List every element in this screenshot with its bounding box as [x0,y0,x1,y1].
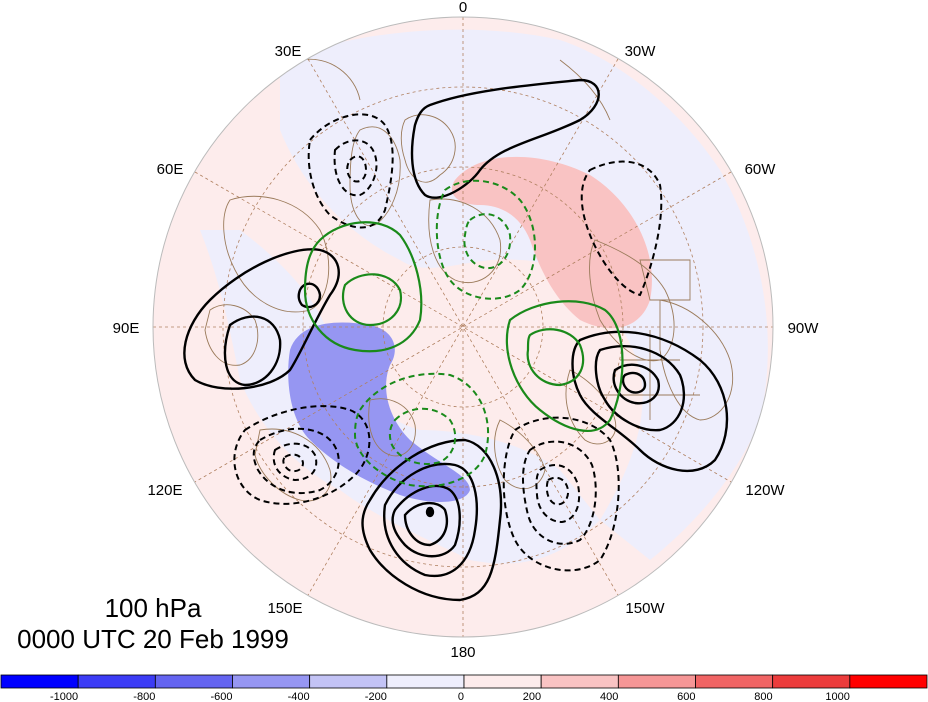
colorbar-boxes [0,674,928,689]
colorbar-tick-label: -600 [210,691,232,702]
graticule [153,17,773,637]
coastlines [204,58,734,502]
colorbar-box [463,674,542,689]
blue-low-anomaly [288,322,470,502]
colorbar-box [77,674,156,689]
lon-label-120w: 120W [745,482,785,499]
colorbar-tick-label: -400 [288,691,310,702]
colorbar-box [386,674,465,689]
colorbar-tick-label: 1000 [825,691,849,702]
lon-label-30w: 30W [625,43,657,60]
lon-label-120e: 120E [147,482,182,499]
lon-label-90e: 90E [113,320,140,337]
colorbar-tick-label: 600 [677,691,695,702]
positive-black-contours [183,78,729,602]
colorbar-tick-label: 400 [600,691,618,702]
lon-label-0: 0 [459,0,467,16]
colorbar-tick-label: -1000 [50,691,78,702]
lon-label-150e: 150E [267,600,302,617]
lon-label-60e: 60E [157,161,184,178]
colorbar-box [617,674,696,689]
map-boundary [152,16,774,638]
positive-green-contours [303,221,624,432]
colorbar-box [849,674,928,689]
colorbar-tick-label: 0 [458,691,464,702]
negative-black-contours [233,113,663,572]
colorbar-box [232,674,311,689]
colorbar-box [695,674,774,689]
lon-label-90w: 90W [788,320,820,337]
colorbar-box [309,674,388,689]
pink-high-anomaly [451,156,652,329]
colorbar-box [540,674,619,689]
valid-time-label: 0000 UTC 20 Feb 1999 [17,624,289,654]
lon-label-180: 180 [450,644,475,661]
light-blue-region-west [280,29,768,561]
light-blue-region-east [200,230,600,564]
colorbar-tick-label: -200 [365,691,387,702]
colorbar-box [0,674,79,689]
longitude-labels: 0 30W 60W 90W 120W 150W 180 150E 120E 90… [113,0,820,661]
lon-label-30e: 30E [275,43,302,60]
colorbar: -1000 -800 -600 -400 -200 0 200 400 600 800 1000 [0,674,928,702]
colorbar-tick-label: 800 [754,691,772,702]
colorbar-tick-label: 200 [523,691,541,702]
colorbar-box [154,674,233,689]
colorbar-tick-label: -800 [133,691,155,702]
negative-green-contours [353,179,536,488]
colorbar-labels: -1000 -800 -600 -400 -200 0 200 400 600 800 1000 [50,691,850,702]
pressure-level-label: 100 hPa [105,593,202,623]
lon-label-60w: 60W [745,161,777,178]
map-title: 100 hPa 0000 UTC 20 Feb 1999 [17,593,289,654]
colorbar-box [772,674,851,689]
lon-label-150w: 150W [625,600,665,617]
